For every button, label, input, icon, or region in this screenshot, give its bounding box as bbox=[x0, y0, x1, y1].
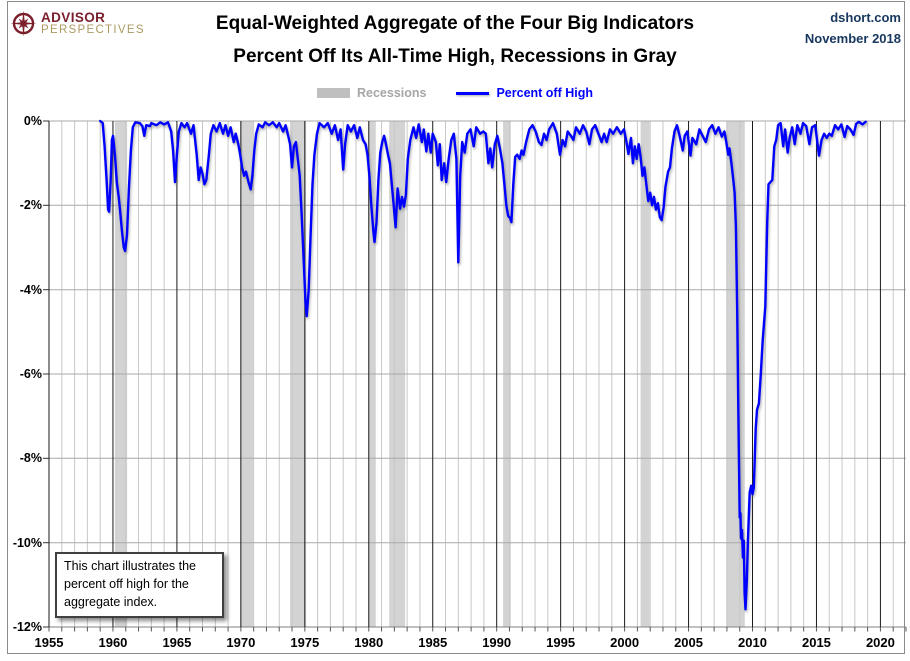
annotation-box: This chart illustrates the percent off h… bbox=[55, 552, 224, 619]
percent-off-high-line bbox=[98, 119, 867, 611]
chart-title-line2: Percent Off Its All-Time High, Recession… bbox=[233, 46, 677, 67]
x-tick-label: 1995 bbox=[546, 635, 576, 650]
x-tick-label: 1955 bbox=[34, 635, 64, 650]
chart-title: Equal-Weighted Aggregate of the Four Big… bbox=[0, 7, 910, 73]
recessions-legend-label: Recessions bbox=[356, 86, 427, 100]
source-site: dshort.com bbox=[830, 10, 901, 25]
logo-advisor-text: ADVISOR bbox=[41, 9, 106, 25]
logo-perspectives-text: PERSPECTIVES bbox=[41, 23, 145, 36]
x-tick-label: 2010 bbox=[738, 635, 767, 650]
y-tick-label: -8% bbox=[19, 451, 42, 466]
y-tick-label: 0% bbox=[23, 114, 42, 128]
legend: Recessions Percent off High bbox=[0, 86, 910, 100]
chart-frame bbox=[7, 1, 905, 654]
x-tick-label: 2000 bbox=[610, 635, 640, 650]
y-tick-label: -6% bbox=[19, 367, 42, 381]
advisor-perspectives-logo: ADVISOR PERSPECTIVES bbox=[9, 9, 145, 38]
x-tick-label: 1960 bbox=[98, 635, 128, 650]
x-tick-label: 1975 bbox=[290, 635, 320, 650]
x-tick-label: 1965 bbox=[162, 635, 192, 650]
x-tick-label: 2020 bbox=[865, 635, 895, 650]
x-tick-label: 1970 bbox=[226, 635, 256, 650]
x-tick-label: 2015 bbox=[801, 635, 831, 650]
chart-title-line1: Equal-Weighted Aggregate of the Four Big… bbox=[215, 13, 695, 34]
x-tick-label: 1980 bbox=[354, 635, 384, 650]
x-tick-label: 2005 bbox=[674, 635, 703, 650]
y-tick-label: -10% bbox=[12, 535, 42, 550]
recessions-swatch bbox=[316, 88, 350, 98]
source-date: November 2018 bbox=[804, 31, 901, 46]
percent-off-high-swatch bbox=[456, 91, 490, 95]
y-tick-label: -2% bbox=[19, 198, 42, 213]
y-tick-label: -4% bbox=[19, 282, 42, 297]
source-attribution: dshort.com November 2018 bbox=[805, 7, 901, 49]
x-tick-label: 1985 bbox=[418, 635, 448, 650]
x-tick-label: 1990 bbox=[482, 635, 512, 650]
percent-off-high-legend-label: Percent off High bbox=[496, 86, 594, 100]
y-tick-label: -12% bbox=[12, 620, 42, 634]
compass-icon bbox=[10, 10, 37, 37]
